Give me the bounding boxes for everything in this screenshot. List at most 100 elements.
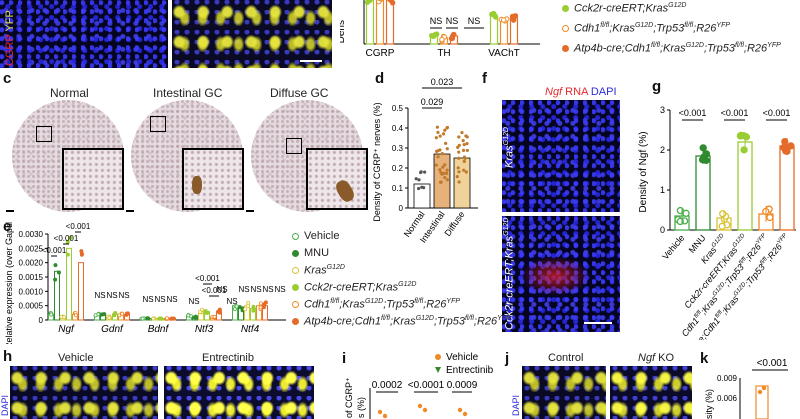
data-point <box>422 407 428 413</box>
legend-text: Kras <box>304 264 327 277</box>
ns-label: NS <box>106 291 117 300</box>
x-tick-label: Vehicle <box>660 233 686 262</box>
bar <box>737 141 753 231</box>
data-point <box>702 156 710 165</box>
data-point <box>246 303 251 308</box>
p-value: <0.0001 <box>408 380 445 391</box>
data-point <box>443 175 447 180</box>
scale-bar-f <box>584 322 612 324</box>
legend-text: Atp4b-cre;Cdh1 <box>304 315 382 328</box>
data-point <box>49 312 54 317</box>
data-point <box>79 251 84 256</box>
data-point <box>440 152 444 156</box>
data-point <box>62 315 67 320</box>
legend-text: ;R26 <box>743 42 768 55</box>
data-point <box>151 316 156 321</box>
legend-text: ;Kras <box>609 22 635 35</box>
legend-text: ;Kras <box>339 298 365 311</box>
data-point <box>423 170 427 174</box>
y-tick-label: 0.3 <box>392 144 404 153</box>
data-point <box>140 316 145 321</box>
data-point <box>422 186 426 190</box>
data-point <box>766 213 774 222</box>
legend-text: fl/fl <box>600 22 610 29</box>
micrograph-cck2r-kras <box>502 216 620 332</box>
ns-label: NS <box>262 285 273 294</box>
y-tick-label: 2 <box>660 145 665 155</box>
y-tick-label: 3 <box>660 105 665 115</box>
ns-label: NS <box>94 291 105 300</box>
legend-text: ;Kras <box>660 42 686 55</box>
p-value: <0.001 <box>757 358 788 369</box>
micrograph-kras <box>502 100 620 212</box>
legend-text: G12D <box>634 22 654 29</box>
x-tick-label-part: Vehicle <box>660 233 686 262</box>
data-point <box>193 314 198 319</box>
legend-text: YFP <box>497 315 511 322</box>
panel-d-chart: 0 0.1 0.2 0.3 0.4 0.5 Density of CGRP⁺ nerves … <box>372 77 478 245</box>
data-point <box>445 168 449 172</box>
legend-text: Atp4b-cre;Cdh1 <box>574 42 652 55</box>
legend-item: Atp4b-cre;Cdh1fl/fl;KrasG12D;Trp53fl/fl;… <box>562 42 781 55</box>
legend-text: ;R26 <box>423 298 447 311</box>
data-point <box>465 135 469 139</box>
panel-label-d: d <box>375 70 385 87</box>
data-point <box>462 168 466 172</box>
data-point <box>682 209 690 217</box>
y-tick-label: 0.0015 <box>19 273 44 282</box>
legend-text: Cck2r-creERT;Kras <box>304 281 399 294</box>
data-point <box>464 170 468 174</box>
data-point <box>417 403 423 409</box>
x-tick-label: Ntf3 <box>195 324 214 335</box>
p-value: <0.001 <box>721 108 749 118</box>
panel-h-title-vehicle: Vehicle <box>58 352 94 364</box>
panel-label-j: j <box>505 350 510 367</box>
y-tick-label: 0.0025 <box>19 244 44 253</box>
data-point <box>377 0 383 2</box>
data-point <box>438 168 442 172</box>
region-box-normal <box>36 126 52 142</box>
micrograph-ngf-ko <box>610 366 692 419</box>
bar <box>256 305 262 321</box>
data-point <box>432 31 438 38</box>
ngf-label: Ngf <box>545 86 563 98</box>
data-point <box>435 125 439 129</box>
data-point <box>740 131 748 140</box>
p-value: <0.001 <box>195 274 220 283</box>
ns-label: NS <box>188 297 199 306</box>
data-point <box>414 177 418 181</box>
data-point <box>444 141 448 145</box>
legend-text: fl/fl <box>414 298 424 305</box>
bar <box>779 145 795 231</box>
panel-label-k: k <box>700 350 709 367</box>
legend-item: Cck2r-creERT;KrasG12D <box>562 2 686 15</box>
y-axis-label: Relative expression (over Gapdh) <box>4 222 14 344</box>
panel-c-title-intestinal: Intestinal GC <box>153 86 223 100</box>
panel-h-title-entrectinib: Entrectinib <box>202 352 254 364</box>
data-point <box>186 313 191 318</box>
x-tick-label-part: fl/fl <box>738 256 748 266</box>
data-point <box>417 178 421 182</box>
x-tick-label-part: fl/fl <box>759 256 769 266</box>
legend-text: Cck2r-creERT;Kras <box>574 2 669 15</box>
data-point <box>757 389 763 395</box>
micrograph-control <box>522 366 606 419</box>
data-point <box>439 36 445 43</box>
data-point <box>457 180 461 184</box>
p-value: 0.029 <box>421 97 444 107</box>
y-tick-label: 0.0030 <box>19 230 44 239</box>
x-tick-label-part: G12D <box>711 232 726 248</box>
legend-text: ;R26 <box>473 315 498 328</box>
data-point <box>382 413 388 419</box>
legend-item: MNU <box>292 247 329 259</box>
data-point <box>465 148 469 153</box>
group-label: VAChT <box>488 48 520 59</box>
y-tick-label: 0.5 <box>392 104 404 113</box>
panel-label-h: h <box>3 348 13 365</box>
inset-intestinal <box>182 148 244 210</box>
data-point <box>457 407 463 413</box>
inset-normal <box>62 148 124 210</box>
legend-text: ;R26 <box>693 22 717 35</box>
legend-marker <box>292 249 299 257</box>
legend-marker <box>292 267 299 275</box>
